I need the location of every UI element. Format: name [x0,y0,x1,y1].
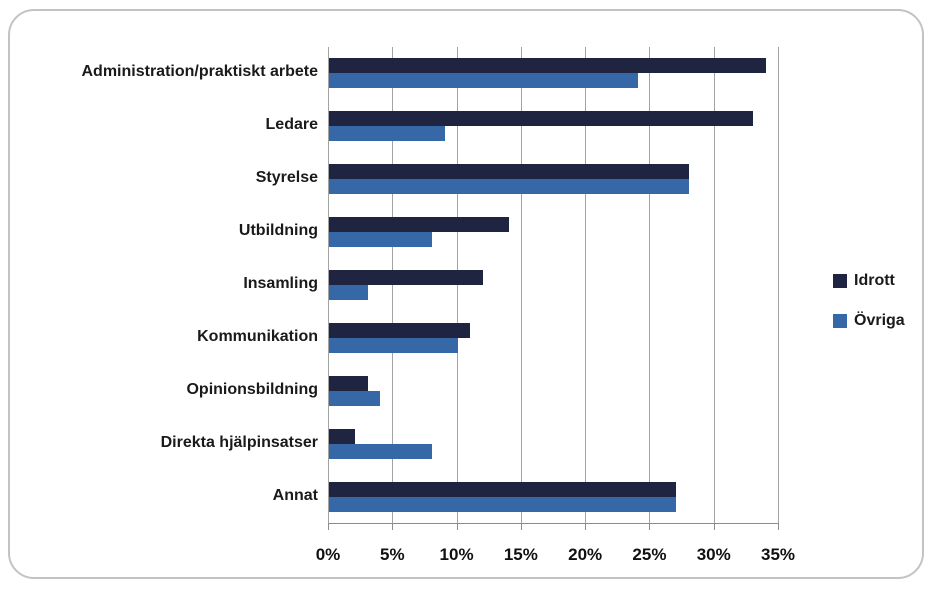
x-axis-tick-label: 35% [760,545,796,564]
chart-frame: Idrott Övriga 0% 5% 10% 15% 20% 25% 30% 35% Admi… [8,9,924,579]
bar-idrott [329,322,471,338]
bar--vriga [329,285,368,300]
axis-tick [585,523,587,530]
square-swatch-icon [833,274,847,288]
x-axis-tick-label: 25% [632,545,667,564]
bar--vriga [329,73,638,89]
x-axis-tick-label: 30% [696,545,731,564]
legend-label: Övriga [854,312,905,329]
legend-item-idrott: Idrott [833,271,905,291]
square-swatch-icon [833,314,847,328]
gridline [585,47,587,523]
bar-idrott [329,164,689,180]
category-label: Kommunikation [197,327,318,345]
bar--vriga [329,390,381,406]
category-label: Annat [272,486,318,504]
axis-tick [520,523,522,530]
category-label: Styrelse [255,169,318,187]
axis-tick [328,523,329,530]
category-label: Insamling [243,275,318,292]
x-axis-tick-label: 20% [568,545,603,564]
category-label: Administration/praktiskt arbete [81,63,319,81]
bar--vriga [329,179,689,195]
axis-tick [778,523,779,530]
bar-idrott [329,111,754,127]
bar-idrott [329,217,509,233]
bar--vriga [329,337,458,353]
x-axis-tick-label: 0% [315,545,341,564]
bar--vriga [329,443,432,459]
gridline [778,47,779,523]
legend: Idrott Övriga [833,271,905,351]
bar-idrott [329,58,767,74]
bar--vriga [329,496,677,512]
x-axis-tick-label: 10% [439,545,474,564]
gridline [649,47,651,523]
axis-tick [713,523,715,530]
axis-tick [649,523,651,530]
gridline [328,47,329,523]
bar-idrott [329,481,677,497]
legend-label: Idrott [854,272,895,289]
gridline [456,47,458,523]
category-label: Direkta hjälpinsatser [160,433,318,451]
axis-tick [392,523,394,530]
category-label: Utbildning [238,222,318,240]
axis-tick [456,523,458,530]
category-label: Ledare [265,116,318,134]
gridline [392,47,394,523]
gridline [713,47,715,523]
bar--vriga [329,232,432,248]
plot-area [328,47,779,530]
legend-item-ovriga: Övriga [833,311,905,331]
category-label: Opinionsbildning [186,380,318,398]
bar-idrott [329,375,368,391]
bar-idrott [329,428,355,444]
bar-idrott [329,270,484,285]
x-axis-tick-label: 5% [379,545,405,564]
gridline [520,47,522,523]
bar--vriga [329,126,445,142]
x-axis-line [328,523,779,524]
x-axis-tick-label: 15% [503,545,538,564]
